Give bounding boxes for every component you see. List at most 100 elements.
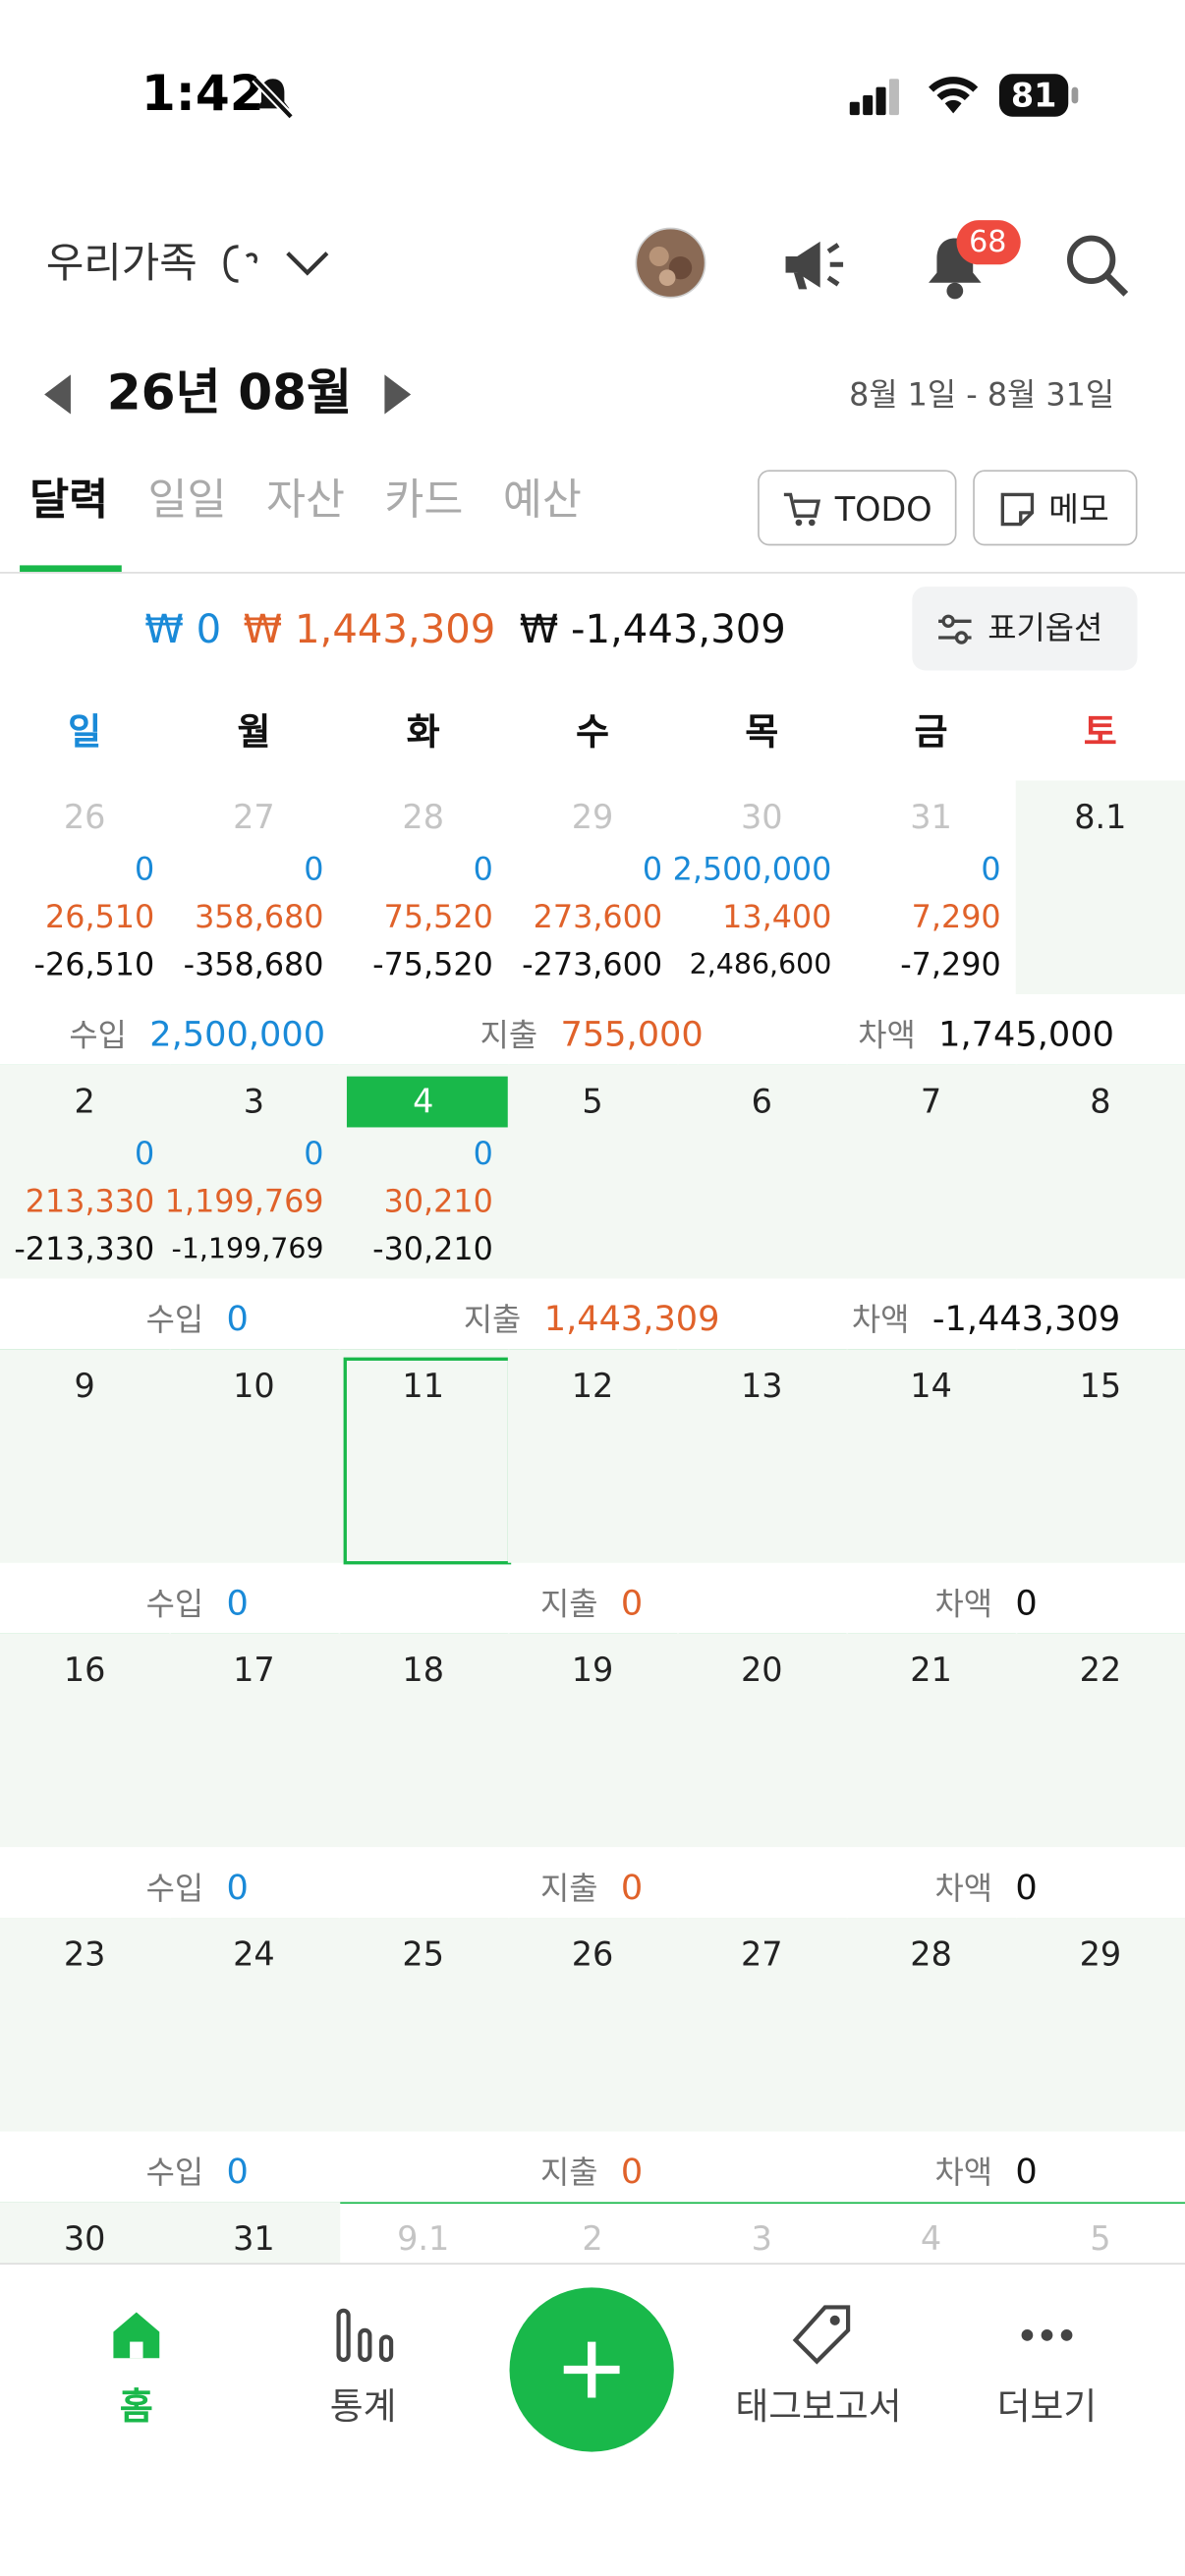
day-cell[interactable] bbox=[0, 1349, 171, 1563]
day-date[interactable]: 24 bbox=[233, 1933, 275, 1974]
day-date[interactable]: 4 bbox=[920, 2218, 942, 2259]
day-date[interactable]: 2 bbox=[74, 1081, 95, 1121]
tab[interactable]: 예산 bbox=[502, 476, 582, 527]
day-date[interactable]: 4 bbox=[413, 1081, 434, 1121]
week-total-income: 수입 2,500,000 bbox=[69, 1017, 325, 1052]
day-cell[interactable] bbox=[338, 1349, 510, 1563]
home-icon[interactable] bbox=[108, 2307, 164, 2363]
day-cell[interactable] bbox=[677, 1349, 849, 1563]
day-cell[interactable] bbox=[507, 1918, 679, 2132]
day-cell[interactable] bbox=[338, 1918, 510, 2132]
day-date[interactable]: 30 bbox=[740, 797, 783, 837]
day-date[interactable]: 26 bbox=[571, 1933, 614, 1974]
day-date[interactable]: 26 bbox=[63, 797, 106, 837]
day-date[interactable]: 23 bbox=[63, 1933, 106, 1974]
day-date[interactable]: 5 bbox=[582, 1081, 603, 1121]
day-cell[interactable] bbox=[169, 1918, 341, 2132]
day-cell[interactable] bbox=[338, 1633, 510, 1848]
day-cell[interactable] bbox=[0, 1918, 171, 2132]
search-icon[interactable] bbox=[1065, 234, 1131, 300]
day-date[interactable]: 20 bbox=[740, 1650, 783, 1690]
day-cell[interactable] bbox=[846, 1349, 1018, 1563]
group-name[interactable]: 우리가족 bbox=[45, 239, 198, 287]
memo-button[interactable] bbox=[973, 470, 1138, 546]
day-date[interactable]: 18 bbox=[402, 1650, 445, 1690]
day-date[interactable]: 8 bbox=[1090, 1081, 1111, 1121]
day-date[interactable]: 13 bbox=[740, 1365, 783, 1406]
day-cell[interactable] bbox=[1015, 780, 1185, 994]
day-cell[interactable] bbox=[1015, 1064, 1185, 1279]
day-date[interactable]: 11 bbox=[402, 1365, 445, 1406]
day-cell[interactable] bbox=[846, 1918, 1018, 2132]
day-date[interactable]: 7 bbox=[920, 1081, 942, 1121]
day-cell[interactable] bbox=[169, 1633, 341, 1848]
notice-icon[interactable] bbox=[782, 239, 848, 292]
day-date[interactable]: 28 bbox=[402, 797, 445, 837]
day-date[interactable]: 27 bbox=[740, 1933, 783, 1974]
total-value: 1,745,000 bbox=[938, 1014, 1114, 1055]
prev-month[interactable] bbox=[44, 374, 74, 415]
day-date[interactable]: 29 bbox=[1079, 1933, 1122, 1974]
day-date[interactable]: 29 bbox=[571, 797, 614, 837]
day-cell[interactable] bbox=[1015, 1349, 1185, 1563]
day-date[interactable]: 22 bbox=[1079, 1650, 1122, 1690]
nav-label[interactable]: 통계 bbox=[329, 2387, 397, 2430]
nav-label[interactable]: 홈 bbox=[119, 2387, 153, 2430]
tab[interactable]: 일일 bbox=[147, 476, 227, 527]
day-cell[interactable] bbox=[677, 1633, 849, 1848]
day-date[interactable]: 28 bbox=[910, 1933, 952, 1974]
day-date[interactable]: 14 bbox=[910, 1365, 952, 1406]
day-date[interactable]: 19 bbox=[571, 1650, 614, 1690]
day-cell[interactable] bbox=[1015, 1633, 1185, 1848]
nav-label[interactable]: 더보기 bbox=[996, 2387, 1098, 2430]
day-date[interactable]: 5 bbox=[1090, 2218, 1111, 2259]
day-cell[interactable] bbox=[0, 1633, 171, 1848]
todo-button[interactable] bbox=[758, 470, 957, 546]
day-cell[interactable] bbox=[507, 1064, 679, 1279]
next-month[interactable] bbox=[381, 374, 412, 415]
more-icon[interactable] bbox=[1019, 2327, 1075, 2344]
stats-icon[interactable] bbox=[335, 2307, 394, 2363]
day-date[interactable]: 15 bbox=[1079, 1365, 1122, 1406]
option-button[interactable] bbox=[912, 587, 1138, 671]
tab[interactable]: 달력 bbox=[29, 476, 109, 527]
day-cell[interactable] bbox=[677, 1064, 849, 1279]
day-date[interactable]: 8.1 bbox=[1074, 797, 1127, 837]
day-cell[interactable] bbox=[507, 1349, 679, 1563]
day-cell[interactable] bbox=[507, 1633, 679, 1848]
day-date[interactable]: 27 bbox=[233, 797, 275, 837]
day-date[interactable]: 31 bbox=[233, 2218, 275, 2259]
day-cell[interactable] bbox=[169, 1349, 341, 1563]
total-value: 0 bbox=[226, 1299, 249, 1339]
day-cell[interactable] bbox=[169, 1064, 341, 1279]
day-date[interactable]: 9 bbox=[74, 1365, 95, 1406]
nav-label[interactable]: 태그보고서 bbox=[735, 2387, 902, 2430]
day-expense: 30,210 bbox=[383, 1184, 493, 1220]
tab[interactable]: 자산 bbox=[265, 476, 346, 527]
day-date[interactable]: 3 bbox=[751, 2218, 772, 2259]
day-date[interactable]: 12 bbox=[571, 1365, 614, 1406]
day-date[interactable]: 16 bbox=[63, 1650, 106, 1690]
day-date[interactable]: 30 bbox=[63, 2218, 106, 2259]
tag-icon[interactable] bbox=[791, 2304, 854, 2367]
tab[interactable]: 카드 bbox=[384, 476, 464, 527]
day-date[interactable]: 9.1 bbox=[397, 2218, 450, 2259]
badge bbox=[956, 220, 1021, 265]
day-cell[interactable] bbox=[846, 1064, 1018, 1279]
day-cell[interactable] bbox=[1015, 1918, 1185, 2132]
day-date[interactable]: 10 bbox=[233, 1365, 275, 1406]
day-cell[interactable] bbox=[0, 1064, 171, 1279]
group-chevron[interactable] bbox=[218, 240, 333, 289]
day-date[interactable]: 31 bbox=[910, 797, 952, 837]
day-cell[interactable] bbox=[677, 1918, 849, 2132]
day-date[interactable]: 25 bbox=[402, 1933, 445, 1974]
day-cell[interactable] bbox=[846, 1633, 1018, 1848]
total-label: 지출 bbox=[540, 1871, 598, 1908]
day-date[interactable]: 6 bbox=[751, 1081, 772, 1121]
day-date[interactable]: 2 bbox=[582, 2218, 603, 2259]
add-button[interactable] bbox=[509, 2287, 674, 2452]
day-date[interactable]: 21 bbox=[910, 1650, 952, 1690]
day-date[interactable]: 17 bbox=[233, 1650, 275, 1690]
avatar[interactable] bbox=[635, 227, 707, 300]
day-date[interactable]: 3 bbox=[243, 1081, 265, 1121]
